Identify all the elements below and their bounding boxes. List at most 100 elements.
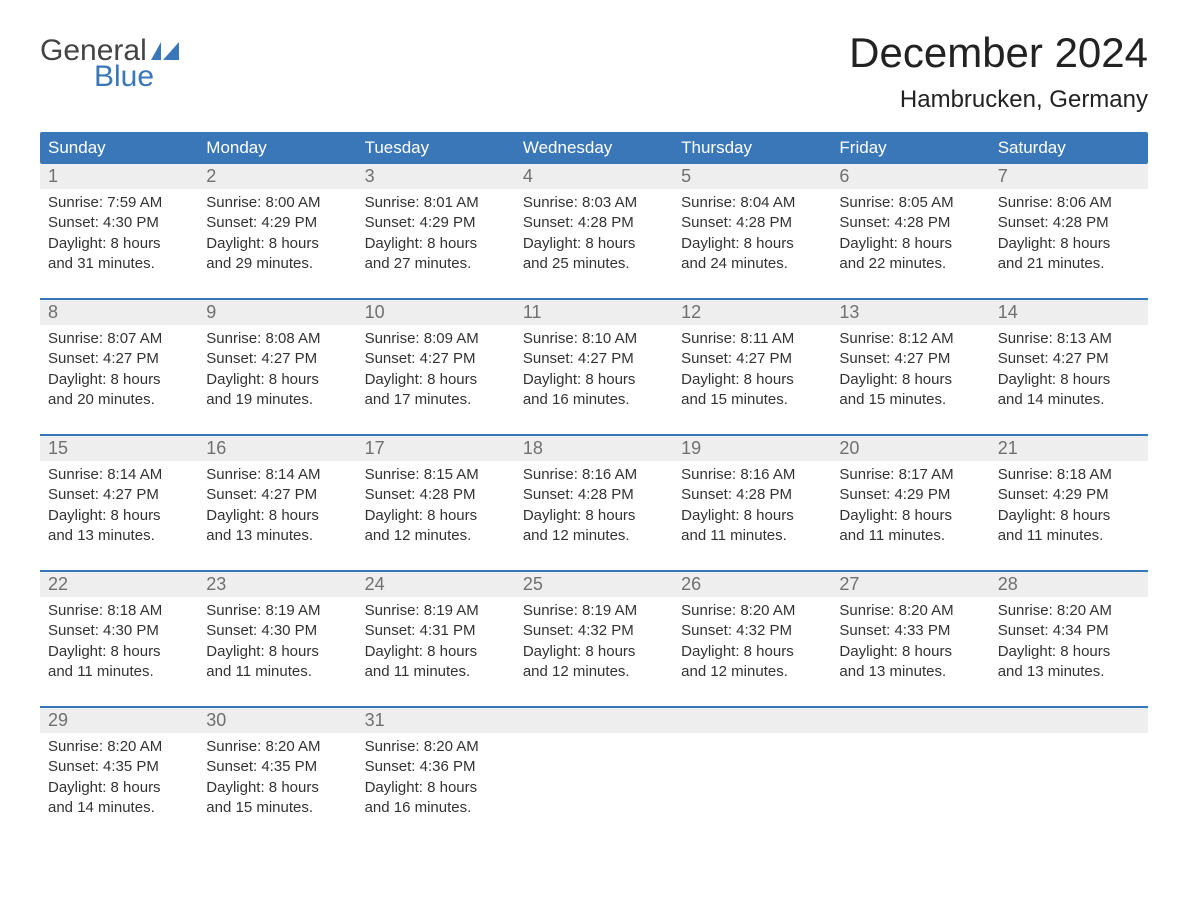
calendar-week: 15Sunrise: 8:14 AMSunset: 4:27 PMDayligh…: [40, 434, 1148, 556]
day-line: Daylight: 8 hours: [365, 506, 507, 526]
calendar-day: 29Sunrise: 8:20 AMSunset: 4:35 PMDayligh…: [40, 708, 198, 828]
calendar-day: 28Sunrise: 8:20 AMSunset: 4:34 PMDayligh…: [990, 572, 1148, 692]
day-line: and 14 minutes.: [48, 798, 190, 818]
day-line: and 13 minutes.: [998, 662, 1140, 682]
day-number: .: [990, 708, 1148, 733]
day-details: Sunrise: 8:08 AMSunset: 4:27 PMDaylight:…: [206, 329, 348, 410]
calendar-day: 17Sunrise: 8:15 AMSunset: 4:28 PMDayligh…: [357, 436, 515, 556]
day-line: Sunset: 4:27 PM: [48, 485, 190, 505]
day-details: Sunrise: 8:05 AMSunset: 4:28 PMDaylight:…: [839, 193, 981, 274]
day-line: and 27 minutes.: [365, 254, 507, 274]
day-number: 17: [357, 436, 515, 461]
day-line: Sunset: 4:28 PM: [523, 213, 665, 233]
day-line: and 11 minutes.: [206, 662, 348, 682]
day-line: and 13 minutes.: [48, 526, 190, 546]
day-number: 25: [515, 572, 673, 597]
day-line: Sunset: 4:32 PM: [681, 621, 823, 641]
day-line: and 22 minutes.: [839, 254, 981, 274]
day-number: 1: [40, 164, 198, 189]
calendar-day: 20Sunrise: 8:17 AMSunset: 4:29 PMDayligh…: [831, 436, 989, 556]
day-of-week-header: Sunday Monday Tuesday Wednesday Thursday…: [40, 132, 1148, 164]
day-number: 3: [357, 164, 515, 189]
day-details: Sunrise: 8:14 AMSunset: 4:27 PMDaylight:…: [48, 465, 190, 546]
day-line: Sunrise: 8:13 AM: [998, 329, 1140, 349]
day-line: Sunset: 4:27 PM: [206, 485, 348, 505]
day-line: Daylight: 8 hours: [48, 370, 190, 390]
day-line: Sunrise: 8:08 AM: [206, 329, 348, 349]
day-line: Sunset: 4:29 PM: [206, 213, 348, 233]
day-number: 8: [40, 300, 198, 325]
day-line: and 20 minutes.: [48, 390, 190, 410]
day-line: Sunset: 4:27 PM: [998, 349, 1140, 369]
day-line: Sunrise: 8:10 AM: [523, 329, 665, 349]
day-line: Sunset: 4:31 PM: [365, 621, 507, 641]
day-line: Sunset: 4:27 PM: [206, 349, 348, 369]
day-line: Daylight: 8 hours: [681, 506, 823, 526]
day-details: Sunrise: 8:14 AMSunset: 4:27 PMDaylight:…: [206, 465, 348, 546]
day-line: Daylight: 8 hours: [998, 234, 1140, 254]
day-line: and 16 minutes.: [523, 390, 665, 410]
calendar-day: 7Sunrise: 8:06 AMSunset: 4:28 PMDaylight…: [990, 164, 1148, 284]
day-line: Sunset: 4:36 PM: [365, 757, 507, 777]
day-number: 12: [673, 300, 831, 325]
day-line: and 14 minutes.: [998, 390, 1140, 410]
day-number: 4: [515, 164, 673, 189]
day-line: and 17 minutes.: [365, 390, 507, 410]
day-number: 6: [831, 164, 989, 189]
calendar-day: 13Sunrise: 8:12 AMSunset: 4:27 PMDayligh…: [831, 300, 989, 420]
calendar-day: .: [673, 708, 831, 828]
day-line: Sunrise: 8:12 AM: [839, 329, 981, 349]
day-line: Sunset: 4:27 PM: [839, 349, 981, 369]
day-details: Sunrise: 8:03 AMSunset: 4:28 PMDaylight:…: [523, 193, 665, 274]
day-number: 19: [673, 436, 831, 461]
day-line: Sunset: 4:28 PM: [523, 485, 665, 505]
day-number: 11: [515, 300, 673, 325]
day-number: 2: [198, 164, 356, 189]
day-line: Daylight: 8 hours: [365, 778, 507, 798]
calendar-day: .: [990, 708, 1148, 828]
day-details: Sunrise: 8:13 AMSunset: 4:27 PMDaylight:…: [998, 329, 1140, 410]
day-number: 7: [990, 164, 1148, 189]
header: General Blue December 2024 Hambrucken, G…: [40, 30, 1148, 114]
day-line: Sunrise: 8:16 AM: [681, 465, 823, 485]
day-number: 20: [831, 436, 989, 461]
day-details: Sunrise: 8:20 AMSunset: 4:36 PMDaylight:…: [365, 737, 507, 818]
day-number: 22: [40, 572, 198, 597]
day-line: Sunset: 4:30 PM: [48, 621, 190, 641]
day-line: Sunset: 4:28 PM: [839, 213, 981, 233]
calendar-day: 26Sunrise: 8:20 AMSunset: 4:32 PMDayligh…: [673, 572, 831, 692]
day-line: and 11 minutes.: [365, 662, 507, 682]
day-line: Daylight: 8 hours: [523, 642, 665, 662]
day-line: Daylight: 8 hours: [48, 778, 190, 798]
day-line: Sunrise: 8:00 AM: [206, 193, 348, 213]
calendar-day: 21Sunrise: 8:18 AMSunset: 4:29 PMDayligh…: [990, 436, 1148, 556]
calendar-day: 25Sunrise: 8:19 AMSunset: 4:32 PMDayligh…: [515, 572, 673, 692]
dow-monday: Monday: [198, 132, 356, 164]
day-line: and 11 minutes.: [998, 526, 1140, 546]
day-line: Daylight: 8 hours: [48, 642, 190, 662]
day-line: Sunset: 4:28 PM: [365, 485, 507, 505]
day-line: Sunrise: 8:14 AM: [48, 465, 190, 485]
dow-sunday: Sunday: [40, 132, 198, 164]
calendar-day: 12Sunrise: 8:11 AMSunset: 4:27 PMDayligh…: [673, 300, 831, 420]
day-line: Sunrise: 8:20 AM: [839, 601, 981, 621]
day-line: Daylight: 8 hours: [998, 370, 1140, 390]
location: Hambrucken, Germany: [849, 86, 1148, 114]
day-line: Daylight: 8 hours: [523, 506, 665, 526]
day-line: Sunrise: 8:19 AM: [365, 601, 507, 621]
calendar-day: 15Sunrise: 8:14 AMSunset: 4:27 PMDayligh…: [40, 436, 198, 556]
day-line: Sunset: 4:28 PM: [681, 213, 823, 233]
day-number: 31: [357, 708, 515, 733]
calendar-day: 31 Sunrise: 8:20 AMSunset: 4:36 PMDayligh…: [357, 708, 515, 828]
day-line: Sunset: 4:32 PM: [523, 621, 665, 641]
day-line: Daylight: 8 hours: [839, 642, 981, 662]
calendar-day: 24Sunrise: 8:19 AMSunset: 4:31 PMDayligh…: [357, 572, 515, 692]
day-line: Daylight: 8 hours: [523, 370, 665, 390]
day-line: Sunrise: 8:14 AM: [206, 465, 348, 485]
day-details: Sunrise: 8:20 AMSunset: 4:33 PMDaylight:…: [839, 601, 981, 682]
day-line: and 12 minutes.: [365, 526, 507, 546]
dow-wednesday: Wednesday: [515, 132, 673, 164]
brand-word-2: Blue: [40, 62, 179, 92]
day-details: Sunrise: 8:18 AMSunset: 4:30 PMDaylight:…: [48, 601, 190, 682]
day-number: 16: [198, 436, 356, 461]
